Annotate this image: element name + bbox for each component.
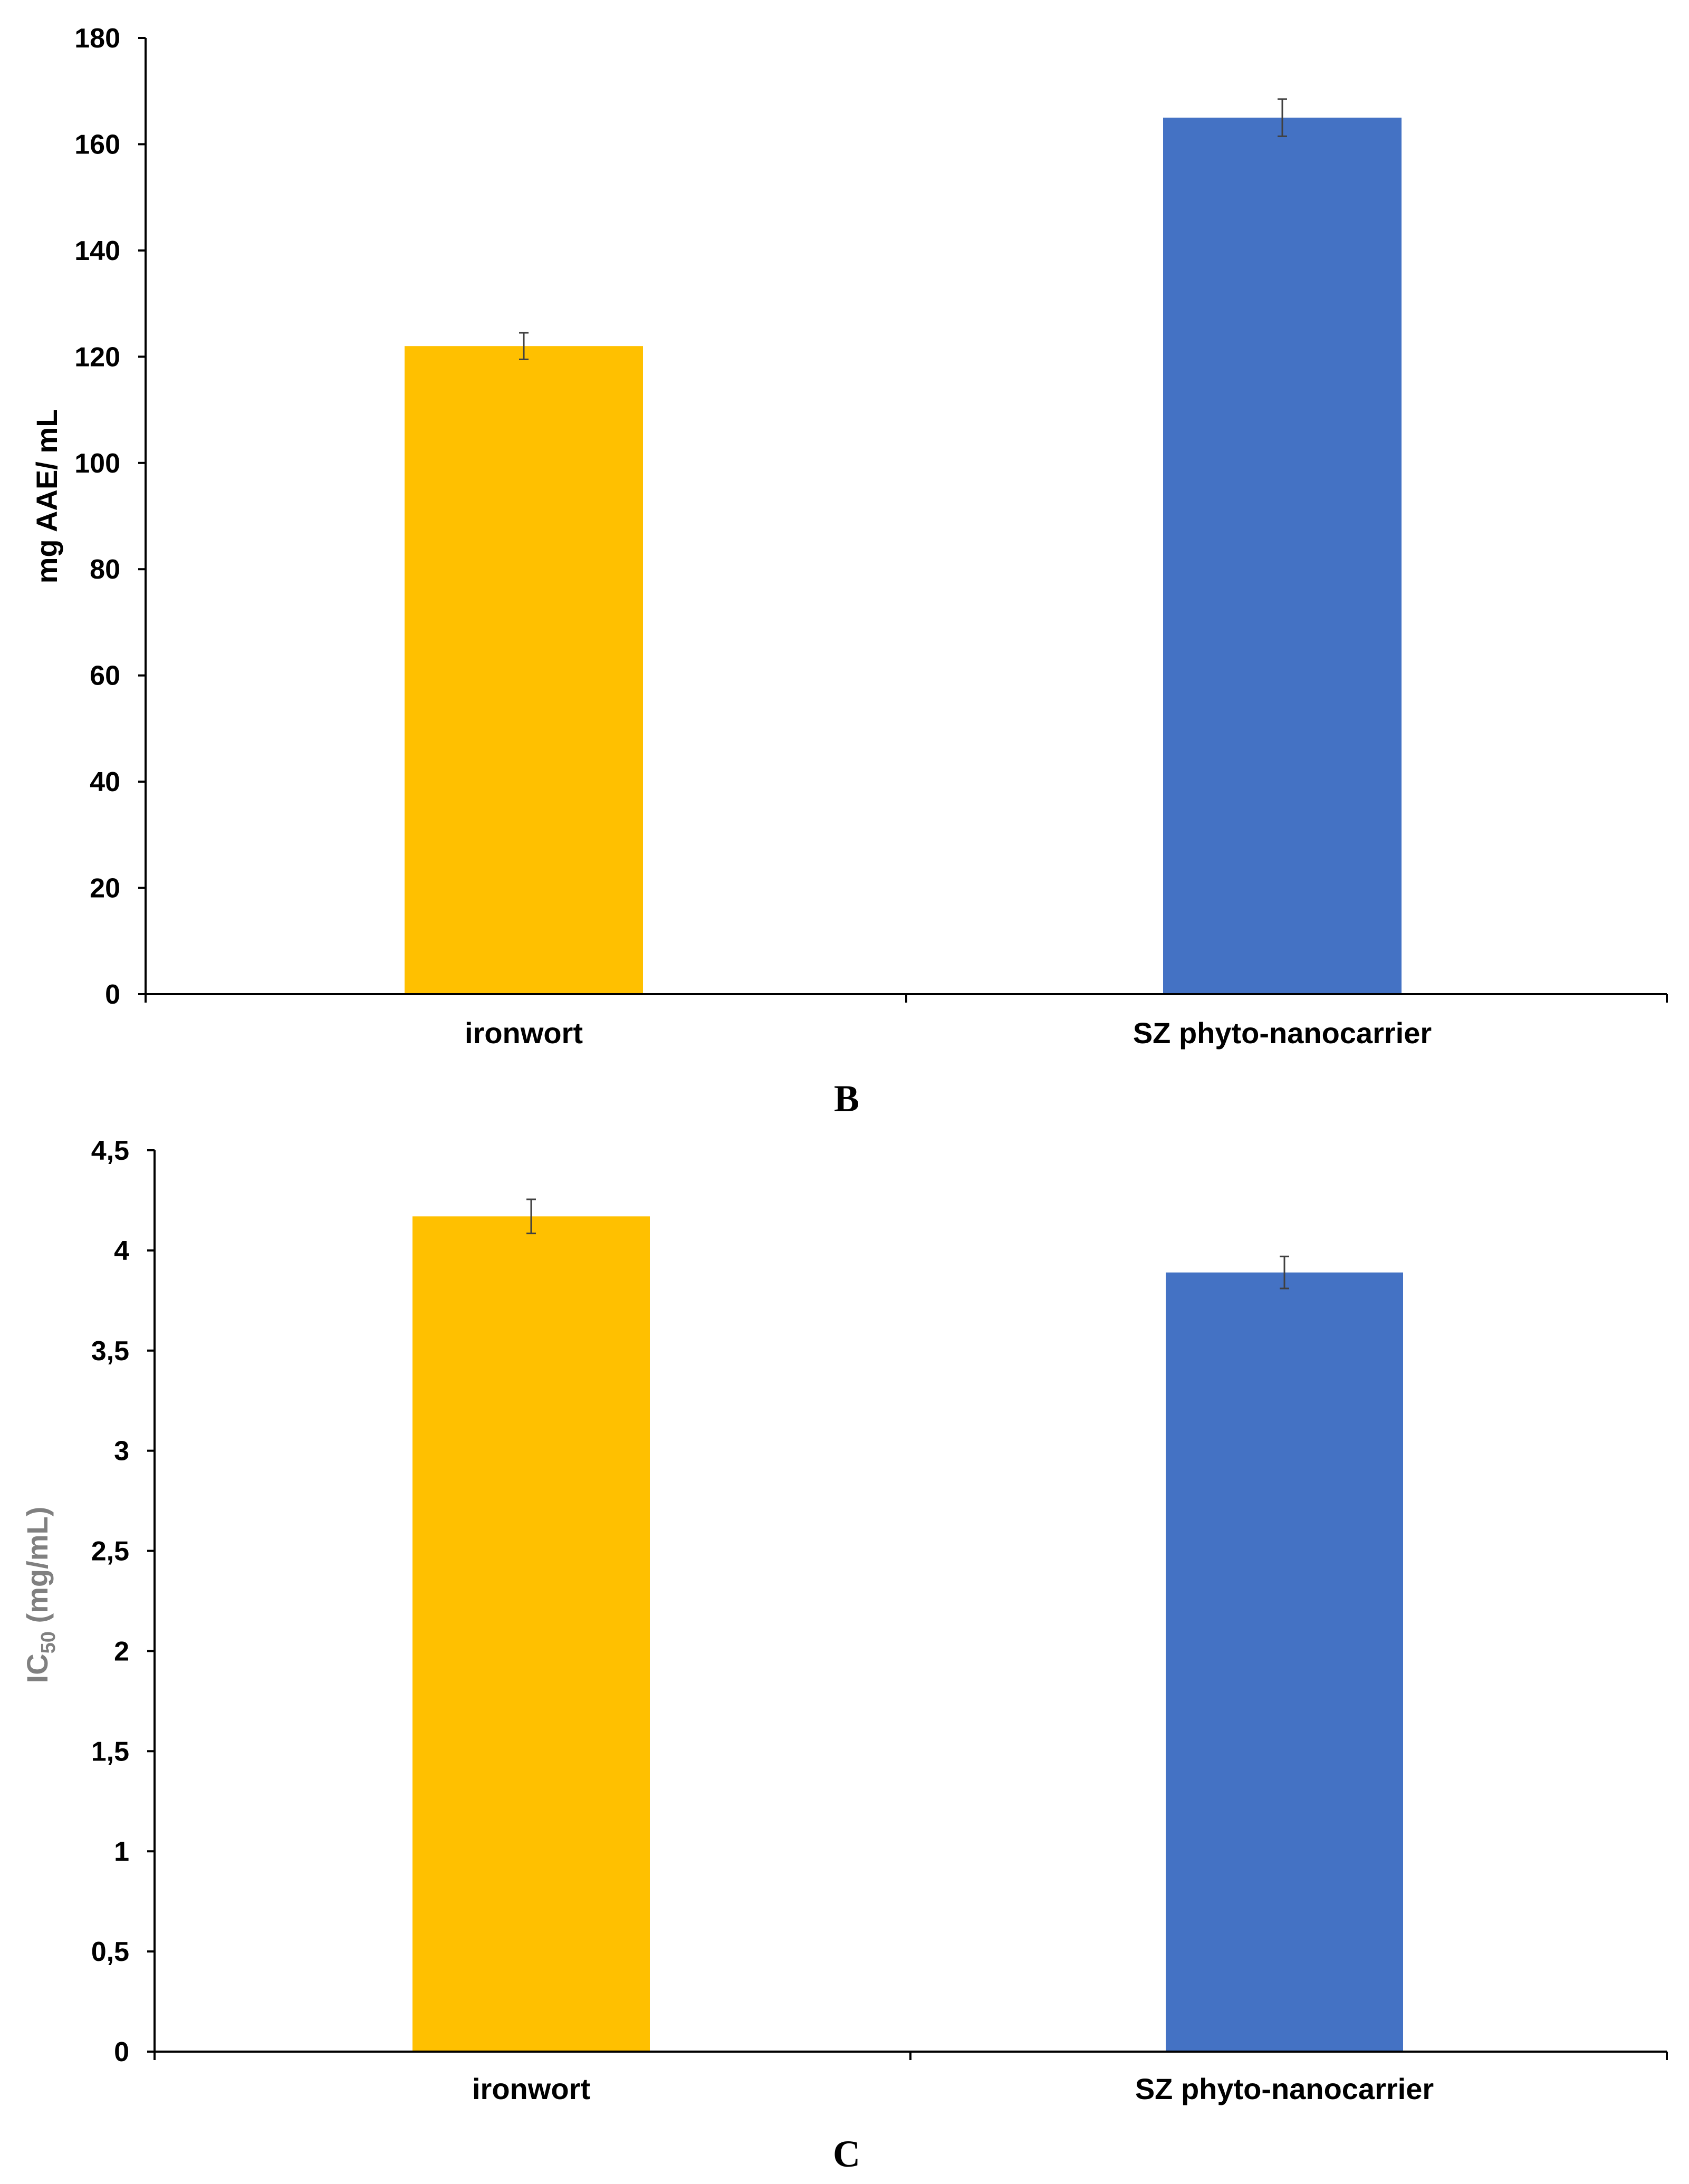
- chart-c-category-labels: ironwort SZ phyto-nanocarrier: [472, 2072, 1434, 2105]
- chart-b-y-tick-label: 60: [90, 661, 120, 691]
- chart-b-y-ticks: 0 20 40 60 80 100 120 140 160 180: [74, 23, 146, 1010]
- chart-c-y-axis-title: IC50 (mg/mL): [21, 1507, 60, 1683]
- chart-c-bar-ironwort: [412, 1216, 650, 2052]
- chart-b-y-tick-label: 140: [74, 236, 120, 266]
- chart-b-panel-letter: B: [834, 1077, 859, 1120]
- chart-c-y-tick-label: 2,5: [91, 1536, 129, 1567]
- chart-c-y-ticks: 0 0,5 1 1,5 2 2,5 3 3,5 4 4,5: [91, 1136, 155, 2067]
- chart-c-y-tick-label: 4: [114, 1236, 129, 1266]
- chart-c-y-tick-label: 1,5: [91, 1736, 129, 1767]
- chart-b-y-tick-label: 100: [74, 448, 120, 479]
- chart-b-bar-sz-phyto-nanocarrier: [1163, 118, 1402, 994]
- chart-b-y-tick-label: 180: [74, 23, 120, 54]
- chart-c-y-axis-title-main: IC: [21, 1653, 54, 1683]
- chart-c-y-axis-title-unit: (mg/mL): [21, 1507, 54, 1631]
- chart-b-category-label: SZ phyto-nanocarrier: [1133, 1016, 1432, 1050]
- chart-c-bar-sz-phyto-nanocarrier: [1166, 1272, 1403, 2052]
- chart-b: mg AAE/ mL 0 20 40 60 80 100 120 140 160 180 iron…: [30, 23, 1668, 1120]
- chart-b-y-tick-label: 80: [90, 554, 120, 585]
- chart-c-x-ticks: [153, 2052, 1668, 2060]
- chart-c-y-axis-title-sub: 50: [37, 1631, 60, 1653]
- chart-b-y-tick-label: 20: [90, 873, 120, 904]
- chart-b-category-label: ironwort: [465, 1016, 583, 1050]
- chart-b-bars: [405, 98, 1402, 994]
- chart-c-y-tick-label: 4,5: [91, 1136, 129, 1166]
- chart-c-y-tick-label: 3,5: [91, 1336, 129, 1367]
- chart-c-category-label: SZ phyto-nanocarrier: [1135, 2072, 1434, 2105]
- chart-b-category-labels: ironwort SZ phyto-nanocarrier: [465, 1016, 1432, 1050]
- chart-c-y-tick-label: 0,5: [91, 1937, 129, 1967]
- chart-b-y-tick-label: 160: [74, 129, 120, 160]
- chart-c-y-tick-label: 1: [114, 1836, 129, 1867]
- chart-b-y-tick-label: 40: [90, 767, 120, 797]
- chart-b-x-ticks: [145, 994, 1668, 1003]
- chart-c-y-tick-label: 0: [114, 2037, 129, 2067]
- chart-c-panel-letter: C: [833, 2133, 860, 2175]
- chart-c-bars: [412, 1198, 1403, 2052]
- chart-b-y-tick-label: 120: [74, 342, 120, 372]
- chart-b-bar-ironwort: [405, 346, 643, 994]
- chart-c-y-tick-label: 2: [114, 1636, 129, 1667]
- chart-b-y-axis-title: mg AAE/ mL: [30, 409, 63, 584]
- chart-c-category-label: ironwort: [472, 2072, 590, 2105]
- chart-b-y-tick-label: 0: [105, 979, 120, 1010]
- chart-c-y-tick-label: 3: [114, 1436, 129, 1467]
- chart-c: IC50 (mg/mL) 0 0,5 1 1,5 2 2,5 3 3,5 4 4,5 ironwo…: [21, 1136, 1668, 2175]
